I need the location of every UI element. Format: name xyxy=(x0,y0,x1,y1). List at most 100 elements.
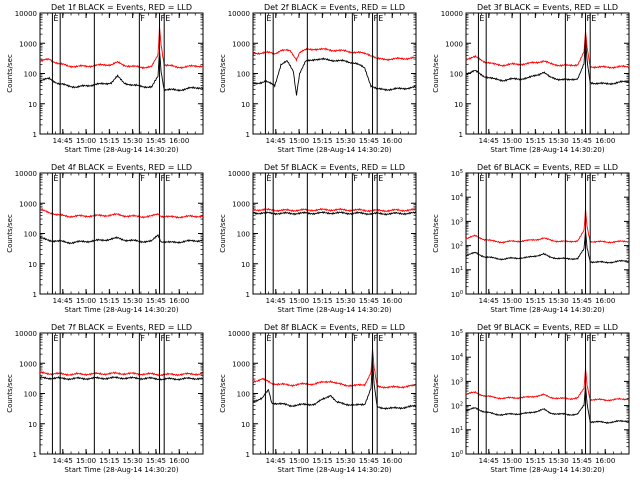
y-tick-label: 100 xyxy=(237,71,250,79)
x-tick-label: 14:45 xyxy=(53,457,73,465)
plot-frame xyxy=(465,172,630,295)
event-marker-label: F xyxy=(353,14,358,23)
x-tick-label: 15:45 xyxy=(359,457,379,465)
detector-panel: Det 8f BLACK = Events, RED = LLD 1 10 100 10… xyxy=(219,323,417,474)
x-tick-label: 15:30 xyxy=(123,137,143,145)
plot-frame xyxy=(465,12,630,135)
y-tick-label: 103 xyxy=(451,377,463,386)
event-marker-label: F xyxy=(587,334,592,343)
y-axis-label: Counts/sec xyxy=(432,54,440,93)
y-tick-label: 10000 xyxy=(15,10,37,18)
lld-rate-line xyxy=(465,31,630,70)
x-tick-label: 15:00 xyxy=(502,137,522,145)
x-tick-label: 15:30 xyxy=(549,457,569,465)
panel-title: Det 4f BLACK = Events, RED = LLD xyxy=(51,163,192,172)
x-tick-label: 15:45 xyxy=(572,457,592,465)
event-marker-label: F xyxy=(140,334,145,343)
y-tick-label: 101 xyxy=(451,426,463,435)
x-tick-label: 15:00 xyxy=(76,457,96,465)
y-axis-label: Counts/sec xyxy=(6,374,14,413)
events-rate-line xyxy=(39,234,204,245)
x-axis-label: Start Time (28-Aug-14 14:30:20) xyxy=(64,466,178,474)
x-axis-label: Start Time (28-Aug-14 14:30:20) xyxy=(490,146,604,154)
event-marker-label: F xyxy=(161,334,166,343)
detector-panel: Det 5f BLACK = Events, RED = LLD 1 10 100 10… xyxy=(219,163,417,314)
y-tick-label: 104 xyxy=(451,193,463,202)
y-axis-label: Counts/sec xyxy=(6,214,14,253)
event-marker-label: F xyxy=(353,334,358,343)
y-axis-label: Counts/sec xyxy=(6,54,14,93)
events-rate-line xyxy=(39,50,204,92)
event-marker-label: E xyxy=(165,174,170,183)
x-axis-label: Start Time (28-Aug-14 14:30:20) xyxy=(490,466,604,474)
event-marker-label: F xyxy=(587,14,592,23)
event-marker-label: E xyxy=(266,334,271,343)
panel-title: Det 3f BLACK = Events, RED = LLD xyxy=(477,3,618,12)
events-rate-line xyxy=(465,384,630,424)
y-tick-label: 102 xyxy=(451,402,463,411)
y-tick-label: 105 xyxy=(451,329,463,338)
event-marker-label: E xyxy=(479,334,484,343)
y-tick-label: 101 xyxy=(451,266,463,275)
x-tick-label: 15:15 xyxy=(99,297,119,305)
x-tick-label: 15:15 xyxy=(525,137,545,145)
y-tick-label: 1 xyxy=(246,291,250,299)
x-axis-label: Start Time (28-Aug-14 14:30:20) xyxy=(277,306,391,314)
event-marker-label: F xyxy=(566,14,571,23)
detector-panel: Det 4f BLACK = Events, RED = LLD 1 10 100 10… xyxy=(6,163,204,314)
event-marker-label: F xyxy=(140,174,145,183)
y-tick-label: 10 xyxy=(454,101,463,109)
lld-rate-line xyxy=(39,208,204,219)
detector-panel: Det 2f BLACK = Events, RED = LLD 1 10 100 10… xyxy=(219,3,417,154)
detector-panel: Det 7f BLACK = Events, RED = LLD 1 10 100 10… xyxy=(6,323,204,474)
y-tick-label: 1 xyxy=(33,131,37,139)
y-axis-label: Counts/sec xyxy=(219,374,227,413)
event-marker-label: F xyxy=(374,334,379,343)
plot-frame xyxy=(252,12,417,135)
lld-rate-line xyxy=(465,368,630,402)
x-axis-label: Start Time (28-Aug-14 14:30:20) xyxy=(490,306,604,314)
x-tick-label: 15:15 xyxy=(312,457,332,465)
x-tick-label: 14:45 xyxy=(266,297,286,305)
plot-frame xyxy=(39,172,204,295)
event-marker-label: E xyxy=(266,174,271,183)
lld-rate-line xyxy=(465,208,630,244)
y-tick-label: 100 xyxy=(24,391,37,399)
x-tick-label: 16:00 xyxy=(382,297,402,305)
x-tick-label: 15:15 xyxy=(312,297,332,305)
x-tick-label: 16:00 xyxy=(595,457,615,465)
event-marker-label: F xyxy=(374,174,379,183)
y-tick-label: 1 xyxy=(459,131,463,139)
x-axis-label: Start Time (28-Aug-14 14:30:20) xyxy=(277,146,391,154)
y-tick-label: 10 xyxy=(28,421,37,429)
y-axis-label: Counts/sec xyxy=(432,214,440,253)
event-marker-label: E xyxy=(53,334,58,343)
panel-title: Det 1f BLACK = Events, RED = LLD xyxy=(51,3,192,12)
y-tick-label: 10000 xyxy=(228,330,250,338)
x-tick-label: 16:00 xyxy=(382,457,402,465)
y-tick-label: 100 xyxy=(450,71,463,79)
x-tick-label: 16:00 xyxy=(169,457,189,465)
y-tick-label: 1 xyxy=(246,131,250,139)
x-tick-label: 15:15 xyxy=(99,457,119,465)
events-rate-line xyxy=(465,36,630,86)
x-tick-label: 15:15 xyxy=(525,457,545,465)
y-tick-label: 100 xyxy=(24,71,37,79)
event-marker-label: E xyxy=(479,174,484,183)
plot-frame xyxy=(252,172,417,295)
y-tick-label: 1000 xyxy=(232,40,250,48)
x-tick-label: 15:15 xyxy=(312,137,332,145)
panel-title: Det 8f BLACK = Events, RED = LLD xyxy=(264,323,405,332)
event-marker-label: F xyxy=(566,334,571,343)
events-rate-line xyxy=(252,210,417,216)
lld-rate-line xyxy=(39,26,204,70)
x-tick-label: 15:15 xyxy=(525,297,545,305)
events-rate-line xyxy=(39,375,204,382)
x-tick-label: 16:00 xyxy=(595,297,615,305)
y-tick-label: 10000 xyxy=(15,170,37,178)
x-tick-label: 15:45 xyxy=(572,137,592,145)
event-marker-label: E xyxy=(53,14,58,23)
x-tick-label: 15:30 xyxy=(549,137,569,145)
x-tick-label: 14:45 xyxy=(266,457,286,465)
